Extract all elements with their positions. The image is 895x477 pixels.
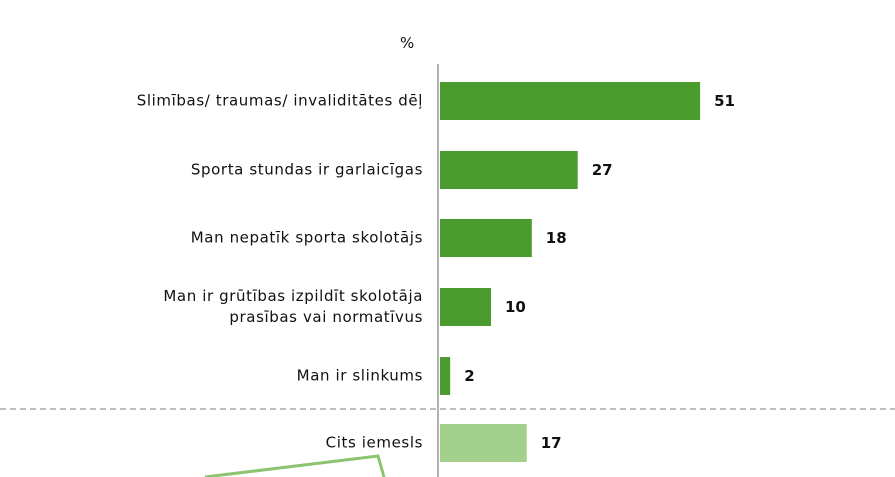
value-label: 17 bbox=[540, 434, 562, 452]
bar bbox=[440, 357, 451, 395]
value-label: 51 bbox=[714, 92, 735, 110]
category-label: Man ir slinkums bbox=[296, 366, 423, 385]
bar bbox=[440, 82, 701, 120]
category-label: Man ir grūtības izpildīt skolotāja prasī… bbox=[163, 287, 423, 326]
category-label: Sporta stundas ir garlaicīgas bbox=[190, 160, 423, 179]
bar bbox=[440, 151, 578, 189]
bar bbox=[440, 424, 527, 462]
category-label: Man nepatīk sporta skolotājs bbox=[190, 228, 423, 247]
unit-label: % bbox=[400, 34, 415, 52]
value-label: 27 bbox=[591, 161, 613, 179]
callout bbox=[204, 454, 386, 477]
value-label: 2 bbox=[464, 367, 475, 385]
category-label: Cits iemesls bbox=[325, 433, 423, 452]
bar bbox=[440, 288, 491, 326]
category-label: Slimības/ traumas/ invaliditātes dēļ bbox=[136, 91, 423, 110]
value-label: 18 bbox=[545, 229, 567, 247]
value-label: 10 bbox=[505, 298, 526, 316]
bar bbox=[440, 219, 532, 257]
